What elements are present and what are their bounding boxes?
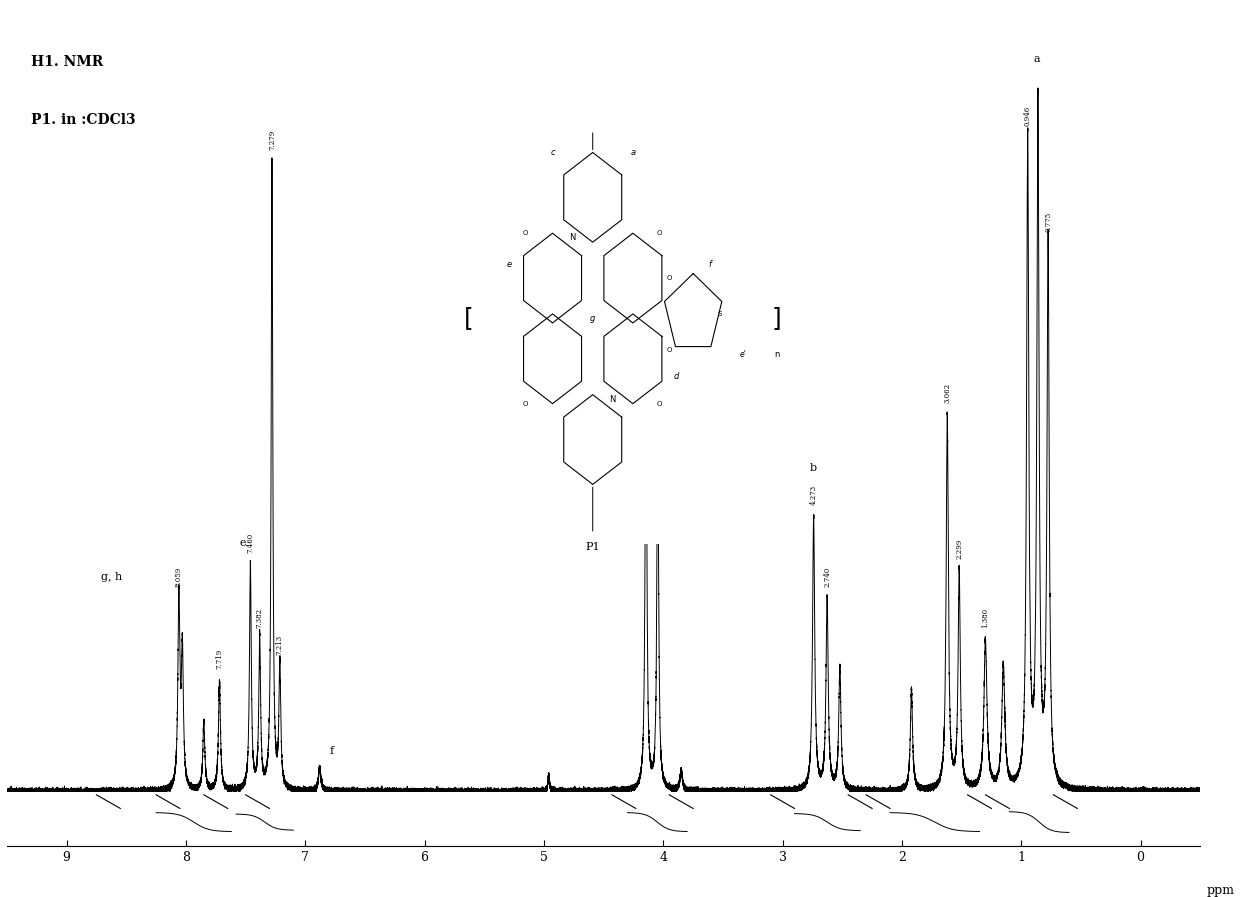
Text: 7.382: 7.382 bbox=[255, 607, 264, 628]
Text: N: N bbox=[569, 233, 575, 242]
Text: c,: c, bbox=[653, 292, 663, 302]
Text: d: d bbox=[673, 372, 680, 381]
Text: e: e bbox=[506, 260, 512, 269]
Text: e': e' bbox=[740, 350, 746, 359]
Text: g, h: g, h bbox=[102, 572, 123, 582]
Text: ]: ] bbox=[773, 307, 781, 330]
Text: c: c bbox=[551, 148, 554, 157]
Text: 1.380: 1.380 bbox=[981, 607, 990, 628]
Text: O: O bbox=[667, 347, 672, 353]
Text: f: f bbox=[708, 260, 712, 269]
Text: O: O bbox=[667, 275, 672, 281]
Text: P1. in :CDCl3: P1. in :CDCl3 bbox=[31, 113, 135, 127]
Text: O: O bbox=[523, 231, 528, 236]
Text: O: O bbox=[657, 401, 662, 406]
Text: g: g bbox=[590, 314, 595, 323]
Text: 0.775: 0.775 bbox=[1044, 212, 1052, 232]
Text: 4.046: 4.046 bbox=[653, 403, 662, 423]
Text: 4.145: 4.145 bbox=[642, 335, 650, 355]
Text: 2.740: 2.740 bbox=[823, 567, 831, 587]
Text: O: O bbox=[523, 401, 528, 406]
Text: O: O bbox=[657, 231, 662, 236]
Bar bbox=[436, 125, 795, 544]
Text: 7.460: 7.460 bbox=[247, 533, 254, 553]
Text: 3.062: 3.062 bbox=[944, 382, 951, 403]
Text: n: n bbox=[774, 350, 780, 359]
Text: a: a bbox=[630, 148, 635, 157]
Text: ppm: ppm bbox=[1207, 884, 1234, 897]
Text: P1: P1 bbox=[585, 542, 600, 553]
Text: a: a bbox=[1033, 54, 1040, 64]
Text: 2.299: 2.299 bbox=[955, 539, 963, 560]
Text: 7.719: 7.719 bbox=[216, 649, 223, 668]
Text: N: N bbox=[610, 395, 616, 404]
Text: 8.059: 8.059 bbox=[175, 567, 182, 587]
Text: 4.273: 4.273 bbox=[810, 484, 817, 505]
Text: b: b bbox=[810, 463, 817, 473]
Text: S: S bbox=[718, 311, 722, 317]
Text: [: [ bbox=[464, 307, 474, 330]
Text: 0.946: 0.946 bbox=[1024, 106, 1032, 126]
Text: H1. NMR: H1. NMR bbox=[31, 55, 103, 69]
Text: f: f bbox=[330, 746, 334, 756]
Text: 7.213: 7.213 bbox=[275, 635, 284, 655]
Text: 7.279: 7.279 bbox=[268, 130, 277, 150]
Text: d: d bbox=[657, 292, 668, 302]
Text: e: e bbox=[241, 538, 247, 548]
